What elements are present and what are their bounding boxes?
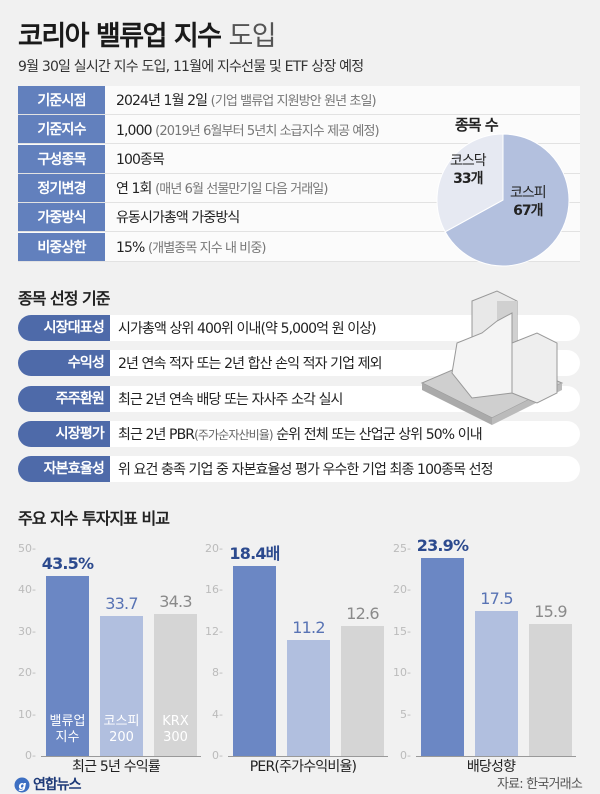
criteria-label: 시장대표성	[18, 315, 110, 341]
bar	[100, 616, 143, 756]
info-row: 정기변경 연 1회 (매년 6월 선물만기일 다음 거래일)	[18, 173, 580, 203]
page-title: 코리아 밸류업 지수 도입	[18, 14, 277, 53]
y-tick: 20-	[393, 583, 411, 597]
y-tick: 0-	[212, 749, 223, 762]
yonhap-logo: g 연합뉴스	[14, 777, 82, 793]
y-tick: 8-	[212, 666, 223, 680]
pie-chart	[436, 133, 570, 267]
y-tick: 0-	[25, 749, 36, 762]
info-row: 구성종목 100종목	[18, 144, 580, 174]
charts-title: 주요 지수 투자지표 비교	[18, 509, 170, 528]
y-tick: 40-	[18, 583, 36, 597]
logo-icon: g	[14, 777, 30, 793]
chart-title: 최근 5년 수익률	[72, 759, 161, 775]
criteria-title: 종목 선정 기준	[18, 289, 110, 308]
info-value: 2024년 1월 2일 (기업 밸류업 지원방안 원년 초일)	[116, 93, 377, 109]
pie-slice	[444, 133, 570, 267]
criteria-label: 자본효율성	[18, 456, 110, 482]
bar	[421, 558, 464, 756]
info-label: 비중상한	[18, 232, 105, 261]
criteria-row: 시장평가 최근 2년 PBR(주가순자산비율) 순위 전체 또는 산업군 상위 5…	[18, 421, 580, 447]
info-label: 기준시점	[18, 86, 105, 114]
criteria-label: 주주환원	[18, 386, 110, 412]
criteria-label: 수익성	[18, 350, 110, 376]
y-tick: 30-	[18, 624, 36, 638]
pie-label-kosdaq: 코스닥 33개	[450, 153, 487, 187]
info-value: 100종목	[116, 151, 165, 168]
criteria-value: 최근 2년 PBR(주가순자산비율) 순위 전체 또는 산업군 상위 50% 이…	[118, 427, 483, 443]
x-axis	[228, 756, 388, 757]
info-label: 구성종목	[18, 144, 105, 173]
pie-title: 종목 수	[455, 116, 499, 134]
bar	[233, 565, 276, 756]
y-tick: 5-	[400, 707, 411, 721]
criteria-value: 위 요건 충족 기업 중 자본효율성 평가 우수한 기업 최종 100종목 선정	[118, 462, 493, 478]
bar	[475, 611, 518, 756]
criteria-value: 시가총액 상위 400위 이내(약 5,000억 원 이상)	[118, 321, 377, 337]
value-label: 43.5%	[41, 553, 94, 573]
value-label: 12.6	[346, 603, 379, 623]
y-tick: 50-	[18, 542, 36, 555]
title-bold: 코리아 밸류업 지수	[18, 21, 222, 52]
building-illustration	[420, 290, 564, 425]
logo-text: 연합뉴스	[33, 777, 82, 793]
criteria-value: 최근 2년 연속 배당 또는 자사주 소각 실시	[118, 392, 343, 408]
subtitle: 9월 30일 실시간 지수 도입, 11월에 지수선물 및 ETF 상장 예정	[18, 59, 364, 75]
y-tick: 20-	[205, 542, 223, 555]
y-tick: 4-	[212, 707, 223, 721]
y-tick: 15-	[393, 624, 411, 638]
bar	[529, 624, 572, 756]
info-row: 비중상한 15% (개별종목 지수 내 비중)	[18, 232, 580, 262]
pie-slice	[436, 133, 504, 233]
bar-category-label: 코스피 200	[103, 714, 140, 745]
value-label: 15.9	[534, 602, 567, 622]
y-tick: 10-	[18, 707, 36, 721]
info-label: 정기변경	[18, 173, 105, 202]
y-tick: 0-	[400, 749, 411, 762]
info-row: 가중방식 유동시가총액 가중방식	[18, 203, 580, 233]
y-tick: 20-	[18, 666, 36, 680]
y-tick: 10-	[393, 666, 411, 680]
value-label: 23.9%	[416, 536, 469, 556]
pie-label-kospi: 코스피 67개	[510, 185, 547, 219]
criteria-value: 2년 연속 적자 또는 2년 합산 손익 적자 기업 제외	[118, 356, 383, 372]
bar	[46, 575, 89, 756]
x-axis	[416, 756, 576, 757]
info-row: 기준시점 2024년 1월 2일 (기업 밸류업 지원방안 원년 초일)	[18, 86, 580, 115]
criteria-row: 자본효율성 위 요건 충족 기업 중 자본효율성 평가 우수한 기업 최종 100…	[18, 456, 580, 482]
bar	[287, 640, 330, 756]
info-value: 15% (개별종목 지수 내 비중)	[116, 240, 266, 256]
info-value: 연 1회 (매년 6월 선물만기일 다음 거래일)	[116, 180, 328, 197]
chart-title: PER(주가수익비율)	[249, 759, 357, 775]
value-label: 11.2	[292, 618, 325, 638]
info-value: 1,000 (2019년 6월부터 5년치 소급지수 제공 예정)	[116, 122, 380, 139]
y-tick: 25-	[393, 542, 411, 555]
y-tick: 12-	[205, 624, 223, 638]
info-label: 기준지수	[18, 115, 105, 144]
x-axis	[41, 756, 201, 757]
value-label: 17.5	[480, 589, 513, 609]
info-value: 유동시가총액 가중방식	[116, 210, 240, 227]
value-label: 33.7	[105, 594, 138, 614]
y-tick: 16-	[205, 583, 223, 597]
info-row: 기준지수 1,000 (2019년 6월부터 5년치 소급지수 제공 예정)	[18, 115, 580, 145]
info-label: 가중방식	[18, 203, 105, 232]
bar	[341, 625, 384, 756]
bar-category-label: KRX 300	[162, 714, 189, 745]
criteria-label: 시장평가	[18, 421, 110, 447]
chart-title: 배당성향	[466, 759, 516, 775]
source-note: 자료: 한국거래소	[496, 777, 583, 792]
svg-text:g: g	[19, 779, 27, 792]
bar-category-label: 밸류업 지수	[49, 714, 86, 745]
bar	[154, 613, 197, 756]
value-label: 18.4배	[229, 543, 280, 563]
title-light: 도입	[228, 21, 276, 52]
value-label: 34.3	[159, 591, 192, 611]
